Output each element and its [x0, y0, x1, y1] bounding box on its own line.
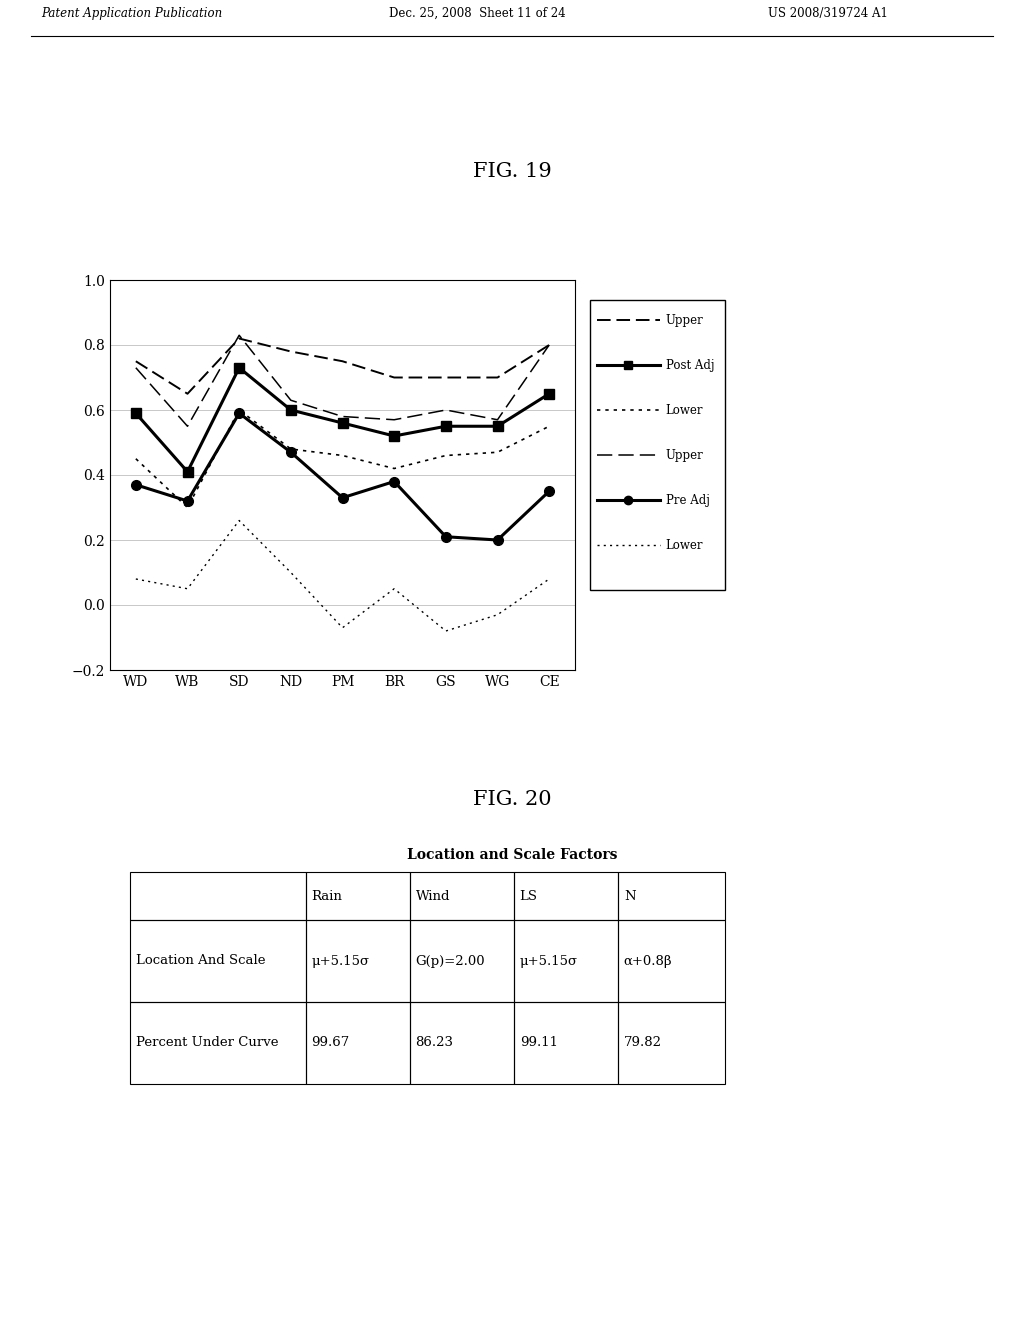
Text: N: N — [624, 890, 636, 903]
Bar — [305, 1002, 410, 1084]
Text: Lower: Lower — [666, 404, 703, 417]
Bar — [130, 1002, 305, 1084]
Text: Wind: Wind — [416, 890, 451, 903]
Text: 86.23: 86.23 — [416, 1036, 454, 1049]
Text: FIG. 20: FIG. 20 — [473, 789, 551, 809]
Bar — [617, 1002, 725, 1084]
Text: Location and Scale Factors: Location and Scale Factors — [407, 847, 617, 862]
Text: Dec. 25, 2008  Sheet 11 of 24: Dec. 25, 2008 Sheet 11 of 24 — [389, 7, 565, 20]
Text: 99.67: 99.67 — [311, 1036, 350, 1049]
Text: Upper: Upper — [666, 314, 703, 327]
Bar — [514, 920, 617, 1002]
Text: FIG. 19: FIG. 19 — [473, 161, 551, 181]
Bar — [617, 873, 725, 920]
Text: α+0.8β: α+0.8β — [624, 954, 673, 968]
Text: 79.82: 79.82 — [624, 1036, 662, 1049]
Bar — [410, 873, 514, 920]
Text: Percent Under Curve: Percent Under Curve — [136, 1036, 279, 1049]
Text: μ+5.15σ: μ+5.15σ — [311, 954, 370, 968]
Text: G(p)=2.00: G(p)=2.00 — [416, 954, 485, 968]
Bar — [617, 920, 725, 1002]
Text: Post Adj: Post Adj — [666, 359, 714, 372]
Text: Patent Application Publication: Patent Application Publication — [41, 7, 222, 20]
Text: Upper: Upper — [666, 449, 703, 462]
Bar — [514, 873, 617, 920]
Text: Rain: Rain — [311, 890, 342, 903]
Bar — [410, 1002, 514, 1084]
Text: Lower: Lower — [666, 539, 703, 552]
Text: Pre Adj: Pre Adj — [666, 494, 710, 507]
Text: US 2008/319724 A1: US 2008/319724 A1 — [768, 7, 888, 20]
Bar — [410, 920, 514, 1002]
Bar — [514, 1002, 617, 1084]
Text: Location And Scale: Location And Scale — [136, 954, 265, 968]
Bar — [305, 873, 410, 920]
Text: 99.11: 99.11 — [520, 1036, 558, 1049]
Bar — [305, 920, 410, 1002]
Text: LS: LS — [520, 890, 538, 903]
Text: μ+5.15σ: μ+5.15σ — [520, 954, 578, 968]
Bar — [130, 873, 305, 920]
Bar — [130, 920, 305, 1002]
